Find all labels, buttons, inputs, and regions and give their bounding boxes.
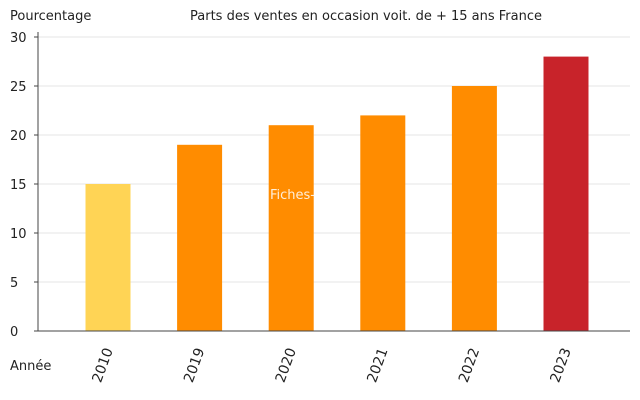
bar-2023 bbox=[543, 56, 589, 331]
x-tick-label: 2022 bbox=[456, 346, 483, 385]
bar-2020 bbox=[268, 125, 314, 331]
bars bbox=[85, 56, 589, 332]
y-tick-label: 30 bbox=[10, 31, 27, 46]
y-tick-label: 5 bbox=[10, 276, 18, 291]
y-tick-label: 10 bbox=[10, 227, 27, 242]
bar-2022 bbox=[451, 86, 497, 331]
watermark: Fiches-auto.fr bbox=[270, 188, 359, 203]
x-tick-label: 2023 bbox=[548, 346, 575, 385]
y-tick-label: 15 bbox=[10, 178, 27, 193]
x-tick-label: 2019 bbox=[181, 346, 208, 385]
y-tick-label: 25 bbox=[10, 80, 27, 95]
x-tick-label: 2020 bbox=[273, 346, 300, 385]
x-tick-label: 2010 bbox=[90, 346, 117, 385]
y-axis-label: Pourcentage bbox=[10, 9, 91, 24]
x-tick-label: 2021 bbox=[364, 346, 391, 385]
y-tick-label: 20 bbox=[10, 129, 27, 144]
y-tick-label: 0 bbox=[10, 325, 18, 340]
grid-lines bbox=[38, 36, 630, 283]
y-ticks: 0 5 10 15 20 25 30 bbox=[10, 31, 38, 340]
bar-2010 bbox=[85, 184, 131, 331]
bar-2019 bbox=[177, 144, 223, 331]
x-ticks: 2010 2019 2020 2021 2022 2023 bbox=[90, 346, 575, 385]
bar-2021 bbox=[360, 115, 406, 332]
chart-title: Parts des ventes en occasion voit. de + … bbox=[190, 9, 542, 24]
x-axis-label: Année bbox=[10, 359, 51, 374]
